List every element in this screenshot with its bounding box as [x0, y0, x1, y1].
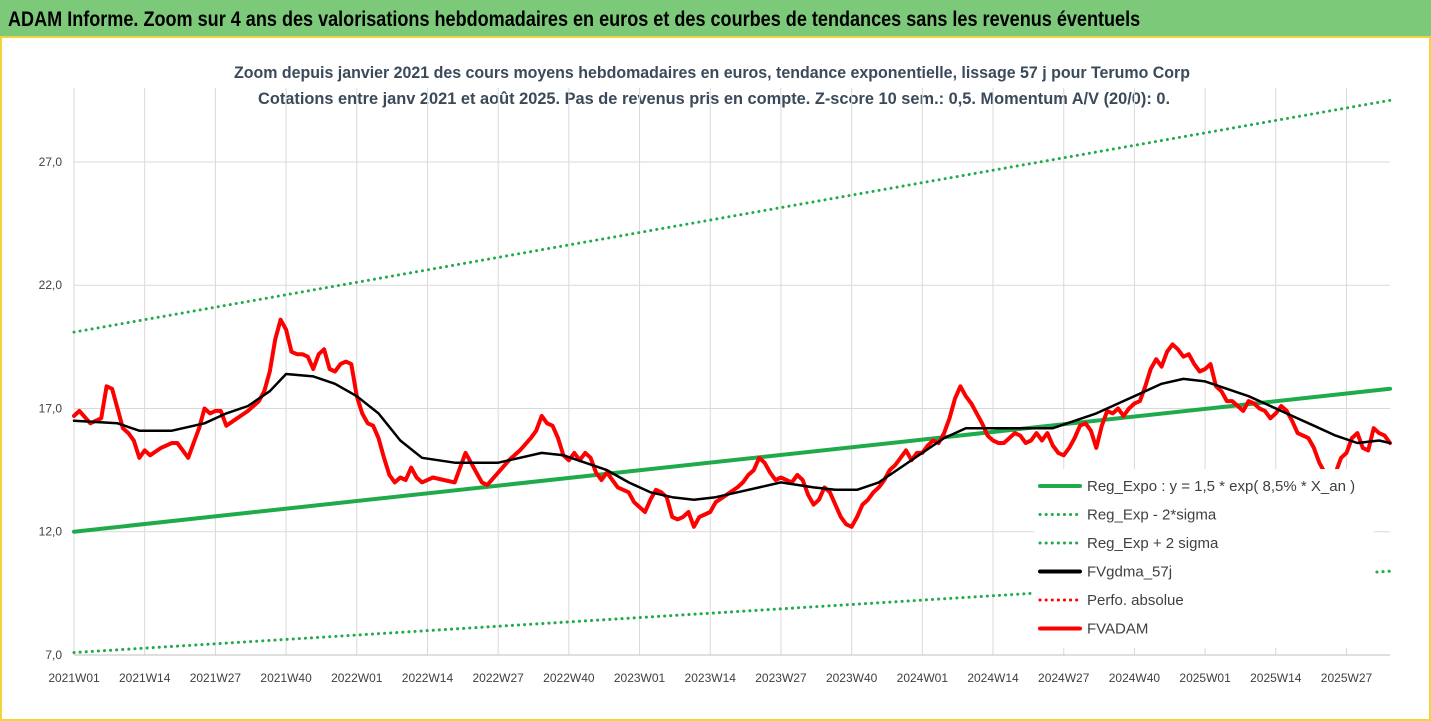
x-tick-label: 2023W14: [685, 671, 737, 685]
x-tick-label: 2022W14: [402, 671, 454, 685]
chart-subtitle-line1: Zoom depuis janvier 2021 des cours moyen…: [234, 63, 1190, 82]
x-tick-label: 2021W14: [119, 671, 171, 685]
x-tick-label: 2023W40: [826, 671, 878, 685]
y-tick-label: 17,0: [39, 401, 63, 415]
legend-label: Reg_Expo : y = 1,5 * exp( 8,5% * X_an ): [1087, 478, 1355, 495]
x-tick-label: 2024W14: [967, 671, 1019, 685]
x-tick-label: 2021W27: [190, 671, 242, 685]
x-tick-label: 2021W40: [260, 671, 312, 685]
y-tick-label: 12,0: [39, 525, 63, 539]
x-tick-label: 2022W01: [331, 671, 383, 685]
y-axis: 7,0 12,0 17,0 22,0 27,0: [39, 155, 63, 662]
legend-background: [1034, 469, 1374, 648]
y-tick-label: 7,0: [45, 648, 62, 662]
y-tick-label: 22,0: [39, 278, 63, 292]
x-tick-label: 2022W27: [472, 671, 524, 685]
title-bar: ADAM Informe. Zoom sur 4 ans des valoris…: [0, 0, 1431, 38]
legend: Reg_Expo : y = 1,5 * exp( 8,5% * X_an ) R…: [1034, 469, 1374, 648]
series: [72, 98, 1392, 654]
x-tick-label: 2024W01: [897, 671, 949, 685]
y-tick-label: 27,0: [39, 155, 63, 169]
x-axis: 2021W01 2021W14 2021W27 2021W40 2022W01 2022W…: [48, 671, 1372, 685]
x-tick-label: 2024W27: [1038, 671, 1090, 685]
x-tick-label: 2023W01: [614, 671, 666, 685]
legend-label: FVgdma_57j: [1087, 564, 1172, 581]
page-title: ADAM Informe. Zoom sur 4 ans des valoris…: [8, 8, 1141, 31]
x-tick-label: 2023W27: [755, 671, 807, 685]
legend-label: Reg_Exp - 2*sigma: [1087, 507, 1217, 524]
series-line: [72, 317, 1392, 529]
x-tick-label: 2025W01: [1179, 671, 1231, 685]
x-tick-label: 2021W01: [48, 671, 100, 685]
legend-label: FVADAM: [1087, 621, 1148, 638]
x-tick-label: 2022W40: [543, 671, 595, 685]
legend-label: Perfo. absolue: [1087, 592, 1184, 609]
chart-subtitle-line2: Cotations entre janv 2021 et août 2025. …: [258, 89, 1170, 108]
series-line: [72, 98, 1392, 334]
x-tick-label: 2024W40: [1109, 671, 1161, 685]
series-line: [72, 386, 1392, 534]
legend-label: Reg_Exp + 2 sigma: [1087, 535, 1219, 552]
series-line: [72, 372, 1392, 501]
x-tick-label: 2025W27: [1321, 671, 1373, 685]
x-tick-label: 2025W14: [1250, 671, 1302, 685]
